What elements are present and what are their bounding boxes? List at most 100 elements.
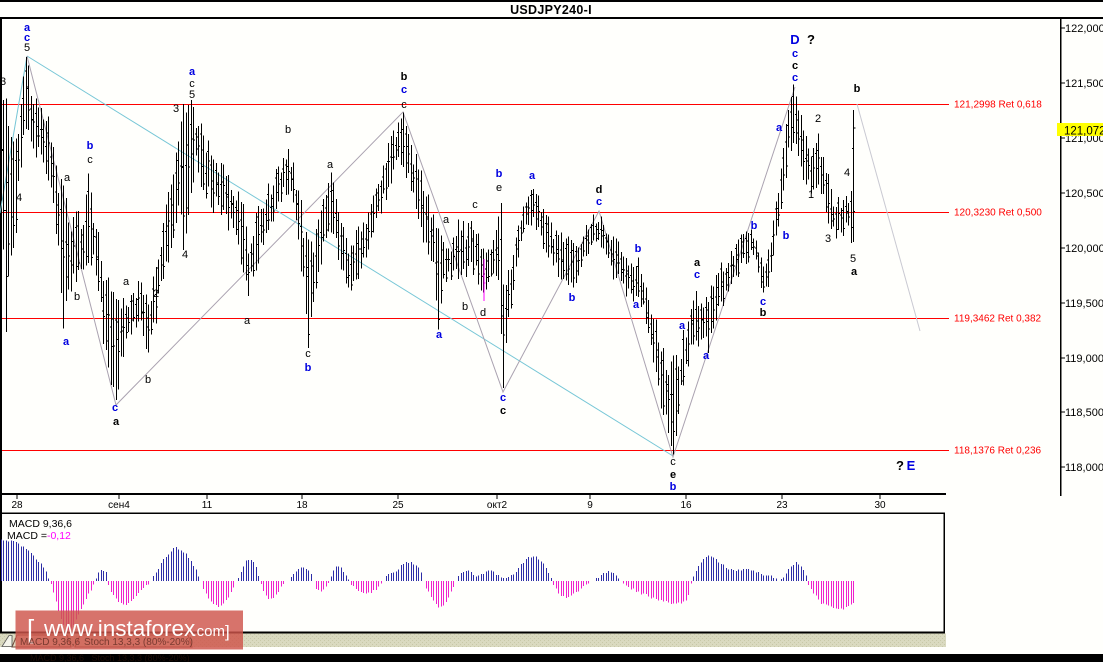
svg-text:c: c [792, 48, 798, 60]
svg-text:16: 16 [680, 500, 692, 511]
svg-text:b: b [751, 220, 758, 232]
svg-text:c: c [24, 32, 30, 44]
svg-text:c: c [694, 269, 700, 281]
svg-text:?: ? [807, 32, 815, 47]
svg-text:c: c [189, 78, 195, 90]
svg-text:a: a [694, 257, 701, 269]
svg-text:Stoch 13,3,3 (80%-20%): Stoch 13,3,3 (80%-20%) [84, 637, 193, 648]
svg-text:a: a [679, 320, 686, 332]
svg-text:c: c [401, 99, 407, 111]
svg-text:b: b [760, 307, 767, 319]
svg-text:28: 28 [11, 500, 23, 511]
svg-text:c: c [305, 348, 311, 360]
svg-text:b: b [74, 291, 80, 303]
svg-text:c: c [792, 60, 798, 72]
svg-text:b: b [305, 362, 312, 374]
svg-text:c: c [87, 154, 93, 166]
svg-text:b: b [670, 481, 677, 493]
svg-text:5: 5 [189, 89, 195, 101]
svg-text:b: b [635, 243, 642, 255]
svg-text:D: D [790, 32, 799, 47]
svg-text:c: c [500, 405, 506, 417]
svg-text:121,500: 121,500 [1065, 78, 1103, 90]
svg-text:30: 30 [874, 500, 886, 511]
svg-text:25: 25 [392, 500, 404, 511]
svg-text:118,1376 Ret 0,236: 118,1376 Ret 0,236 [954, 446, 1042, 457]
svg-text:.com: .com [193, 623, 226, 640]
svg-text:c: c [760, 296, 766, 308]
svg-text:a: a [327, 159, 334, 171]
svg-text:a: a [633, 299, 640, 311]
svg-text:5: 5 [850, 253, 856, 265]
svg-text:b: b [462, 301, 468, 313]
svg-text:118,500: 118,500 [1065, 407, 1103, 419]
svg-text:MACD 9,36,6: MACD 9,36,6 [20, 637, 80, 648]
svg-text:119,500: 119,500 [1065, 298, 1103, 310]
svg-text:122,000: 122,000 [1065, 23, 1103, 35]
svg-text:a: a [113, 416, 120, 428]
svg-text:120,000: 120,000 [1065, 243, 1103, 255]
svg-text:b: b [496, 168, 503, 180]
svg-text:b: b [401, 71, 408, 83]
svg-text:4: 4 [844, 167, 850, 179]
svg-text:[: [ [27, 614, 35, 644]
svg-text:a: a [123, 276, 130, 288]
svg-text:?: ? [896, 458, 904, 473]
svg-text:USDJPY240-I: USDJPY240-I [510, 3, 592, 17]
svg-text:c: c [401, 84, 407, 96]
svg-text:121,2998 Ret 0,618: 121,2998 Ret 0,618 [954, 100, 1042, 111]
svg-text:121,072: 121,072 [1064, 126, 1103, 138]
svg-text:d: d [596, 184, 603, 196]
svg-text:a: a [776, 122, 783, 134]
svg-text:c: c [792, 72, 798, 84]
svg-text:2: 2 [815, 113, 821, 125]
svg-text:119,3462 Ret 0,382: 119,3462 Ret 0,382 [954, 314, 1042, 325]
svg-text:e: e [496, 182, 502, 194]
svg-text:a: a [529, 170, 536, 182]
svg-text:b: b [87, 140, 94, 152]
svg-text:5: 5 [24, 42, 30, 54]
svg-text:9: 9 [587, 500, 593, 511]
svg-text:b: b [569, 292, 576, 304]
svg-text:a: a [244, 315, 251, 327]
svg-text:d: d [480, 307, 486, 319]
svg-text:b: b [145, 374, 151, 386]
svg-text:3: 3 [825, 233, 831, 245]
svg-text:23: 23 [776, 500, 788, 511]
svg-text:]: ] [225, 622, 230, 641]
svg-text:4: 4 [182, 249, 188, 261]
svg-text:a: a [703, 350, 710, 362]
svg-text:120,500: 120,500 [1065, 188, 1103, 200]
svg-text:3: 3 [0, 76, 6, 88]
svg-text:118,000: 118,000 [1065, 462, 1103, 474]
svg-text:a: a [436, 329, 443, 341]
svg-text:b: b [854, 83, 861, 95]
svg-text:18: 18 [296, 500, 308, 511]
svg-text:E: E [907, 458, 916, 473]
svg-text:b: b [783, 230, 790, 242]
svg-text:b: b [285, 124, 291, 136]
svg-text:c: c [472, 199, 478, 211]
svg-text:1: 1 [808, 189, 814, 201]
svg-text:MACD 9,36,6 Stoch 13,3,3 (80: MACD 9,36,6 Stoch 13,3,3 (80%-20%) [30, 653, 190, 662]
svg-text:www.instaforex: www.instaforex [43, 616, 196, 641]
svg-text:c: c [500, 392, 506, 404]
svg-text:11: 11 [202, 500, 213, 511]
svg-text:c: c [112, 402, 118, 414]
svg-text:окт2: окт2 [487, 500, 508, 511]
svg-text:4: 4 [16, 192, 22, 204]
svg-text:120,3230 Ret 0,500: 120,3230 Ret 0,500 [954, 208, 1042, 219]
svg-text:2: 2 [153, 288, 159, 300]
svg-text:a: a [443, 214, 450, 226]
svg-text:e: e [670, 469, 676, 481]
svg-text:119,000: 119,000 [1065, 353, 1103, 365]
svg-text:MACD =-0,12: MACD =-0,12 [7, 530, 71, 542]
svg-text:3: 3 [173, 103, 179, 115]
svg-text:сен4: сен4 [108, 500, 130, 511]
svg-text:c: c [670, 456, 676, 468]
svg-text:c: c [596, 196, 602, 208]
svg-text:a: a [24, 22, 31, 34]
svg-text:a: a [189, 66, 196, 78]
svg-text:MACD 9,36,6: MACD 9,36,6 [9, 518, 72, 530]
svg-text:a: a [851, 266, 858, 278]
